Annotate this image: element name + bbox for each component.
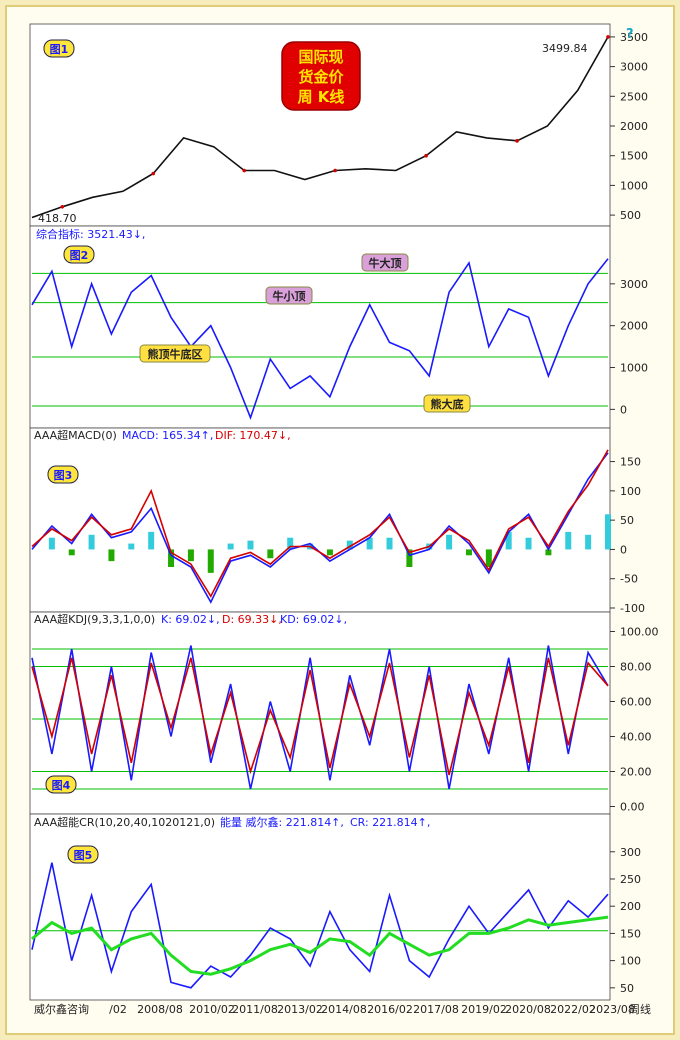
x-date-label: 2019/02 [461,1003,507,1016]
panel-frame [29,611,611,815]
y-tick-label: 1000 [620,179,648,192]
x-date-label: 2011/08 [232,1003,278,1016]
composite-header: 综合指标: 3521.43↓, [36,227,145,241]
footer-period: 周线 [629,1002,651,1016]
price-point [333,168,337,173]
annotation-box [139,344,211,363]
y-tick-label: 250 [620,873,641,886]
y-tick-label: 60.00 [620,696,652,709]
annotation-box [423,394,471,413]
y-tick-label: 150 [620,927,641,940]
y-tick-label: 2500 [620,90,648,103]
y-tick-label: 200 [620,900,641,913]
annotation-box [265,286,313,305]
y-tick-label: 300 [620,846,641,859]
y-tick-label: 100 [620,955,641,968]
y-tick-label: 0 [620,403,627,416]
y-tick-label: -100 [620,602,645,615]
panel-tag-label: 图4 [52,779,71,792]
x-date-label: 2023/08 [589,1003,635,1016]
price-point [515,139,519,143]
panel-frame [29,813,611,1001]
y-tick-label: 0 [620,543,627,556]
cr-header-cr: CR: 221.814↑, [350,816,430,829]
y-tick-label: 100.00 [620,626,659,639]
title-badge-line: 周 K线 [298,88,345,106]
kdj-header-prefix: AAA超KDJ(9,3,3,1,0,0) [34,612,155,626]
x-date-label: 2013/02 [277,1003,323,1016]
annotation-label: 熊顶牛底区 [148,347,203,361]
y-tick-label: 0.00 [620,801,645,814]
x-date-label: 2022/02 [550,1003,596,1016]
panel-frame [29,427,611,613]
question-mark: ? [626,27,634,42]
price-point [606,35,610,39]
panel-tag [47,465,79,484]
title-badge [281,41,361,111]
x-date-label: 2016/02 [367,1003,413,1016]
y-tick-label: -50 [620,573,638,586]
dif-line [31,449,609,598]
y-tick-label: 80.00 [620,661,652,674]
panel-tag-label: 图2 [70,249,89,262]
panel-tag-label: 图5 [74,849,93,862]
cr-header-energy: 能量 威尔鑫: 221.814↑, [220,815,344,829]
y-tick-label: 3500 [620,31,648,44]
x-date-label: 2010/02 [189,1003,235,1016]
price-point [242,168,247,173]
cr-header-prefix: AAA超能CR(10,20,40,1020121,0) [34,815,215,829]
macd-header-macd: MACD: 165.34↑, [122,429,213,442]
y-tick-label: 1000 [620,362,648,375]
y-tick-label: 3000 [620,61,648,74]
price-line [31,36,609,219]
annotation-label: 熊大底 [431,397,464,411]
d-line [31,657,609,776]
y-tick-label: 500 [620,209,641,222]
y-tick-label: 20.00 [620,766,652,779]
panel-tag-label: 图1 [50,43,69,56]
title-badge-line: 国际现 [298,48,343,66]
low-price-label: 418.70 [38,212,77,225]
y-tick-label: 3000 [620,278,648,291]
panel-tag-label: 图3 [54,469,73,482]
x-date-label: 2017/08 [413,1003,459,1016]
annotation-label: 牛大顶 [369,256,402,270]
cr-line [31,862,609,989]
y-tick-label: 150 [620,456,641,469]
kdj-header-d: D: 69.33↓, [222,613,282,626]
panel-tag [43,39,75,58]
kdj-header-k: K: 69.02↓, [161,613,220,626]
macd-header-dif: DIF: 170.47↓, [215,429,291,442]
y-tick-label: 2000 [620,320,648,333]
annotation-box [361,253,409,272]
last-price-label: 3499.84 [542,42,588,55]
price-point [60,204,65,209]
x-date-label: 2014/08 [321,1003,367,1016]
y-tick-label: 1500 [620,150,648,163]
price-point [151,171,156,176]
title-badge-line: 货金价 [298,68,344,86]
footer-brand: 威尔鑫咨询 [34,1002,89,1016]
macd-header-prefix: AAA超MACD(0) [34,428,117,442]
panel-tag [45,775,77,794]
cr-ma-line [31,915,609,976]
x-date-label: 2008/08 [137,1003,183,1016]
panel-tag [67,845,99,864]
y-tick-label: 2000 [620,120,648,133]
panel-frame [29,225,611,429]
y-tick-label: 40.00 [620,731,652,744]
y-tick-label: 50 [620,514,634,527]
y-tick-label: 50 [620,982,634,995]
x-date-label: /02 [109,1003,127,1016]
y-tick-label: 100 [620,485,641,498]
price-point [424,153,428,158]
annotation-label: 牛小顶 [273,289,306,303]
kdj-header-kd: KD: 69.02↓, [280,613,347,626]
composite-line [31,258,609,421]
x-date-label: 2020/08 [505,1003,551,1016]
panel-tag [63,245,95,264]
